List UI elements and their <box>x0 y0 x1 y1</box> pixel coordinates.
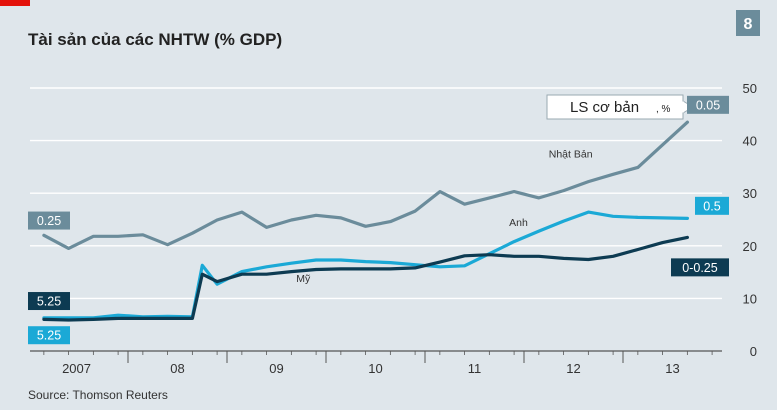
gridlines <box>30 87 722 300</box>
annotations: Nhật Bản Anh Mỹ LS cơ bản , % 0.25 5.25 5.25 0.0… <box>28 94 729 345</box>
rate-badge-label: 0.5 <box>703 199 720 213</box>
x-tick-label: 12 <box>566 361 580 376</box>
rate-badge-label: 5.25 <box>37 295 61 309</box>
y-tick-label: 30 <box>743 186 757 201</box>
rate-legend-unit: , % <box>656 104 671 115</box>
page-number-box <box>736 10 760 36</box>
axes: 0 10 20 30 40 50 2007 08 09 10 11 12 13 <box>30 81 757 376</box>
series-line <box>42 235 689 322</box>
series-label: Anh <box>509 217 528 229</box>
rate-badge-box <box>687 95 729 114</box>
page-number: 8 <box>744 16 753 33</box>
source-note: Source: Thomson Reuters <box>28 388 168 402</box>
series-line <box>42 210 689 320</box>
rate-badge-box <box>671 258 729 277</box>
rate-badge-label: 0.25 <box>37 214 61 228</box>
y-tick-label: 50 <box>743 81 757 96</box>
x-tick-label: 10 <box>368 361 382 376</box>
rate-badge-label: 0.05 <box>696 98 720 112</box>
y-tick-label: 20 <box>743 239 757 254</box>
x-tick-label: 08 <box>170 361 184 376</box>
rate-badge-box <box>28 292 70 311</box>
x-tick-label: 2007 <box>62 361 91 376</box>
top-accent-bar <box>0 0 30 6</box>
x-tick-label: 11 <box>468 361 482 376</box>
rate-legend: LS cơ bản , % <box>546 94 694 120</box>
y-tick-label: 10 <box>743 291 757 306</box>
rate-badge: 0.5 <box>695 196 729 215</box>
rate-legend-joint <box>680 101 684 113</box>
y-tick-label: 40 <box>743 134 757 149</box>
series-label: Mỹ <box>296 273 311 285</box>
rate-badge: 5.25 <box>28 326 70 345</box>
chart-title: Tài sản của các NHTW (% GDP) <box>28 30 282 49</box>
x-tick-label: 09 <box>269 361 283 376</box>
rate-badge-box <box>695 196 729 215</box>
x-tick-label: 13 <box>665 361 679 376</box>
rate-legend-label: LS cơ bản <box>570 99 639 116</box>
series-lines <box>42 120 689 322</box>
rate-badge-label: 5.25 <box>37 329 61 343</box>
rate-badge: 5.25 <box>28 292 70 311</box>
rate-badge: 0.25 <box>28 211 70 230</box>
y-tick-label: 0 <box>750 344 757 359</box>
rate-badge: 0-0.25 <box>671 258 729 277</box>
rate-badge-box <box>28 326 70 345</box>
series-line <box>42 120 689 250</box>
series-label: Nhật Bản <box>549 148 593 160</box>
rate-badge: 0.05 <box>687 95 729 114</box>
rate-badge-box <box>28 211 70 230</box>
rate-badge-label: 0-0.25 <box>682 261 717 275</box>
